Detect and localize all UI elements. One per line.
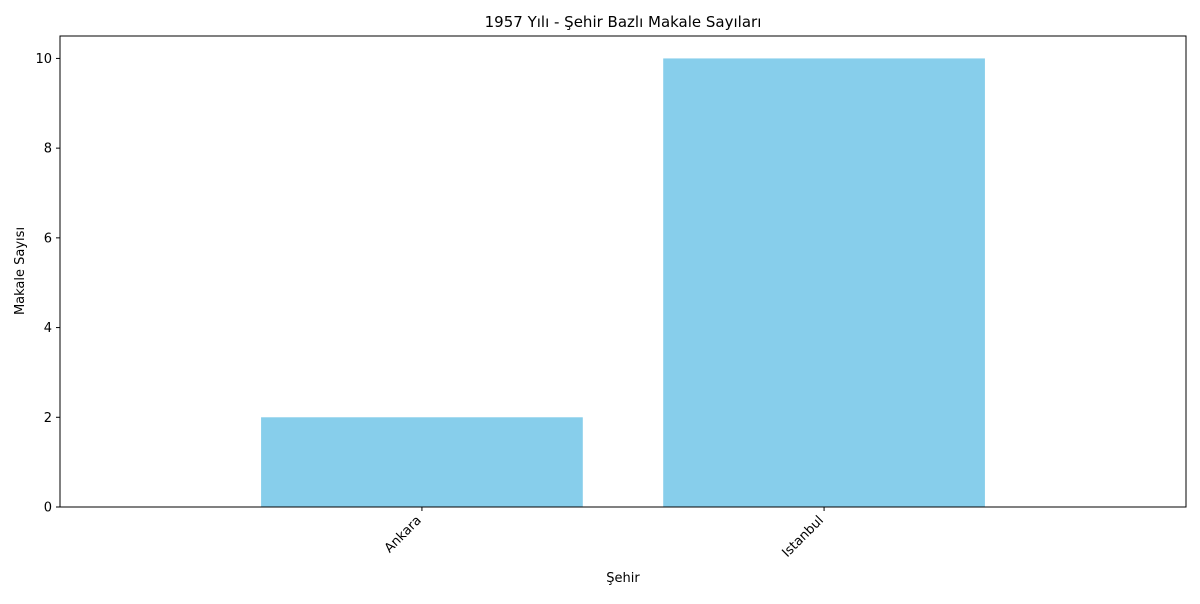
y-axis: 0 2 4 6 8 10 — [35, 52, 60, 516]
y-tick-label: 2 — [44, 411, 52, 426]
y-tick-label: 10 — [35, 52, 52, 67]
y-axis-label: Makale Sayısı — [13, 227, 28, 315]
y-tick-label: 4 — [44, 321, 52, 336]
y-tick-label: 6 — [44, 231, 52, 246]
x-axis: Ankara Istanbul — [382, 507, 827, 561]
bar-ankara — [261, 417, 583, 507]
y-tick-label: 8 — [44, 142, 52, 157]
bars-layer — [261, 58, 985, 508]
x-tick-label-ankara: Ankara — [382, 513, 425, 556]
x-axis-label: Şehir — [606, 571, 640, 586]
y-tick-label: 0 — [44, 501, 52, 516]
plot-frame — [59, 35, 1187, 508]
bar-istanbul — [663, 58, 985, 508]
chart-title: 1957 Yılı - Şehir Bazlı Makale Sayıları — [485, 13, 762, 31]
x-tick-label-istanbul: Istanbul — [780, 513, 827, 560]
